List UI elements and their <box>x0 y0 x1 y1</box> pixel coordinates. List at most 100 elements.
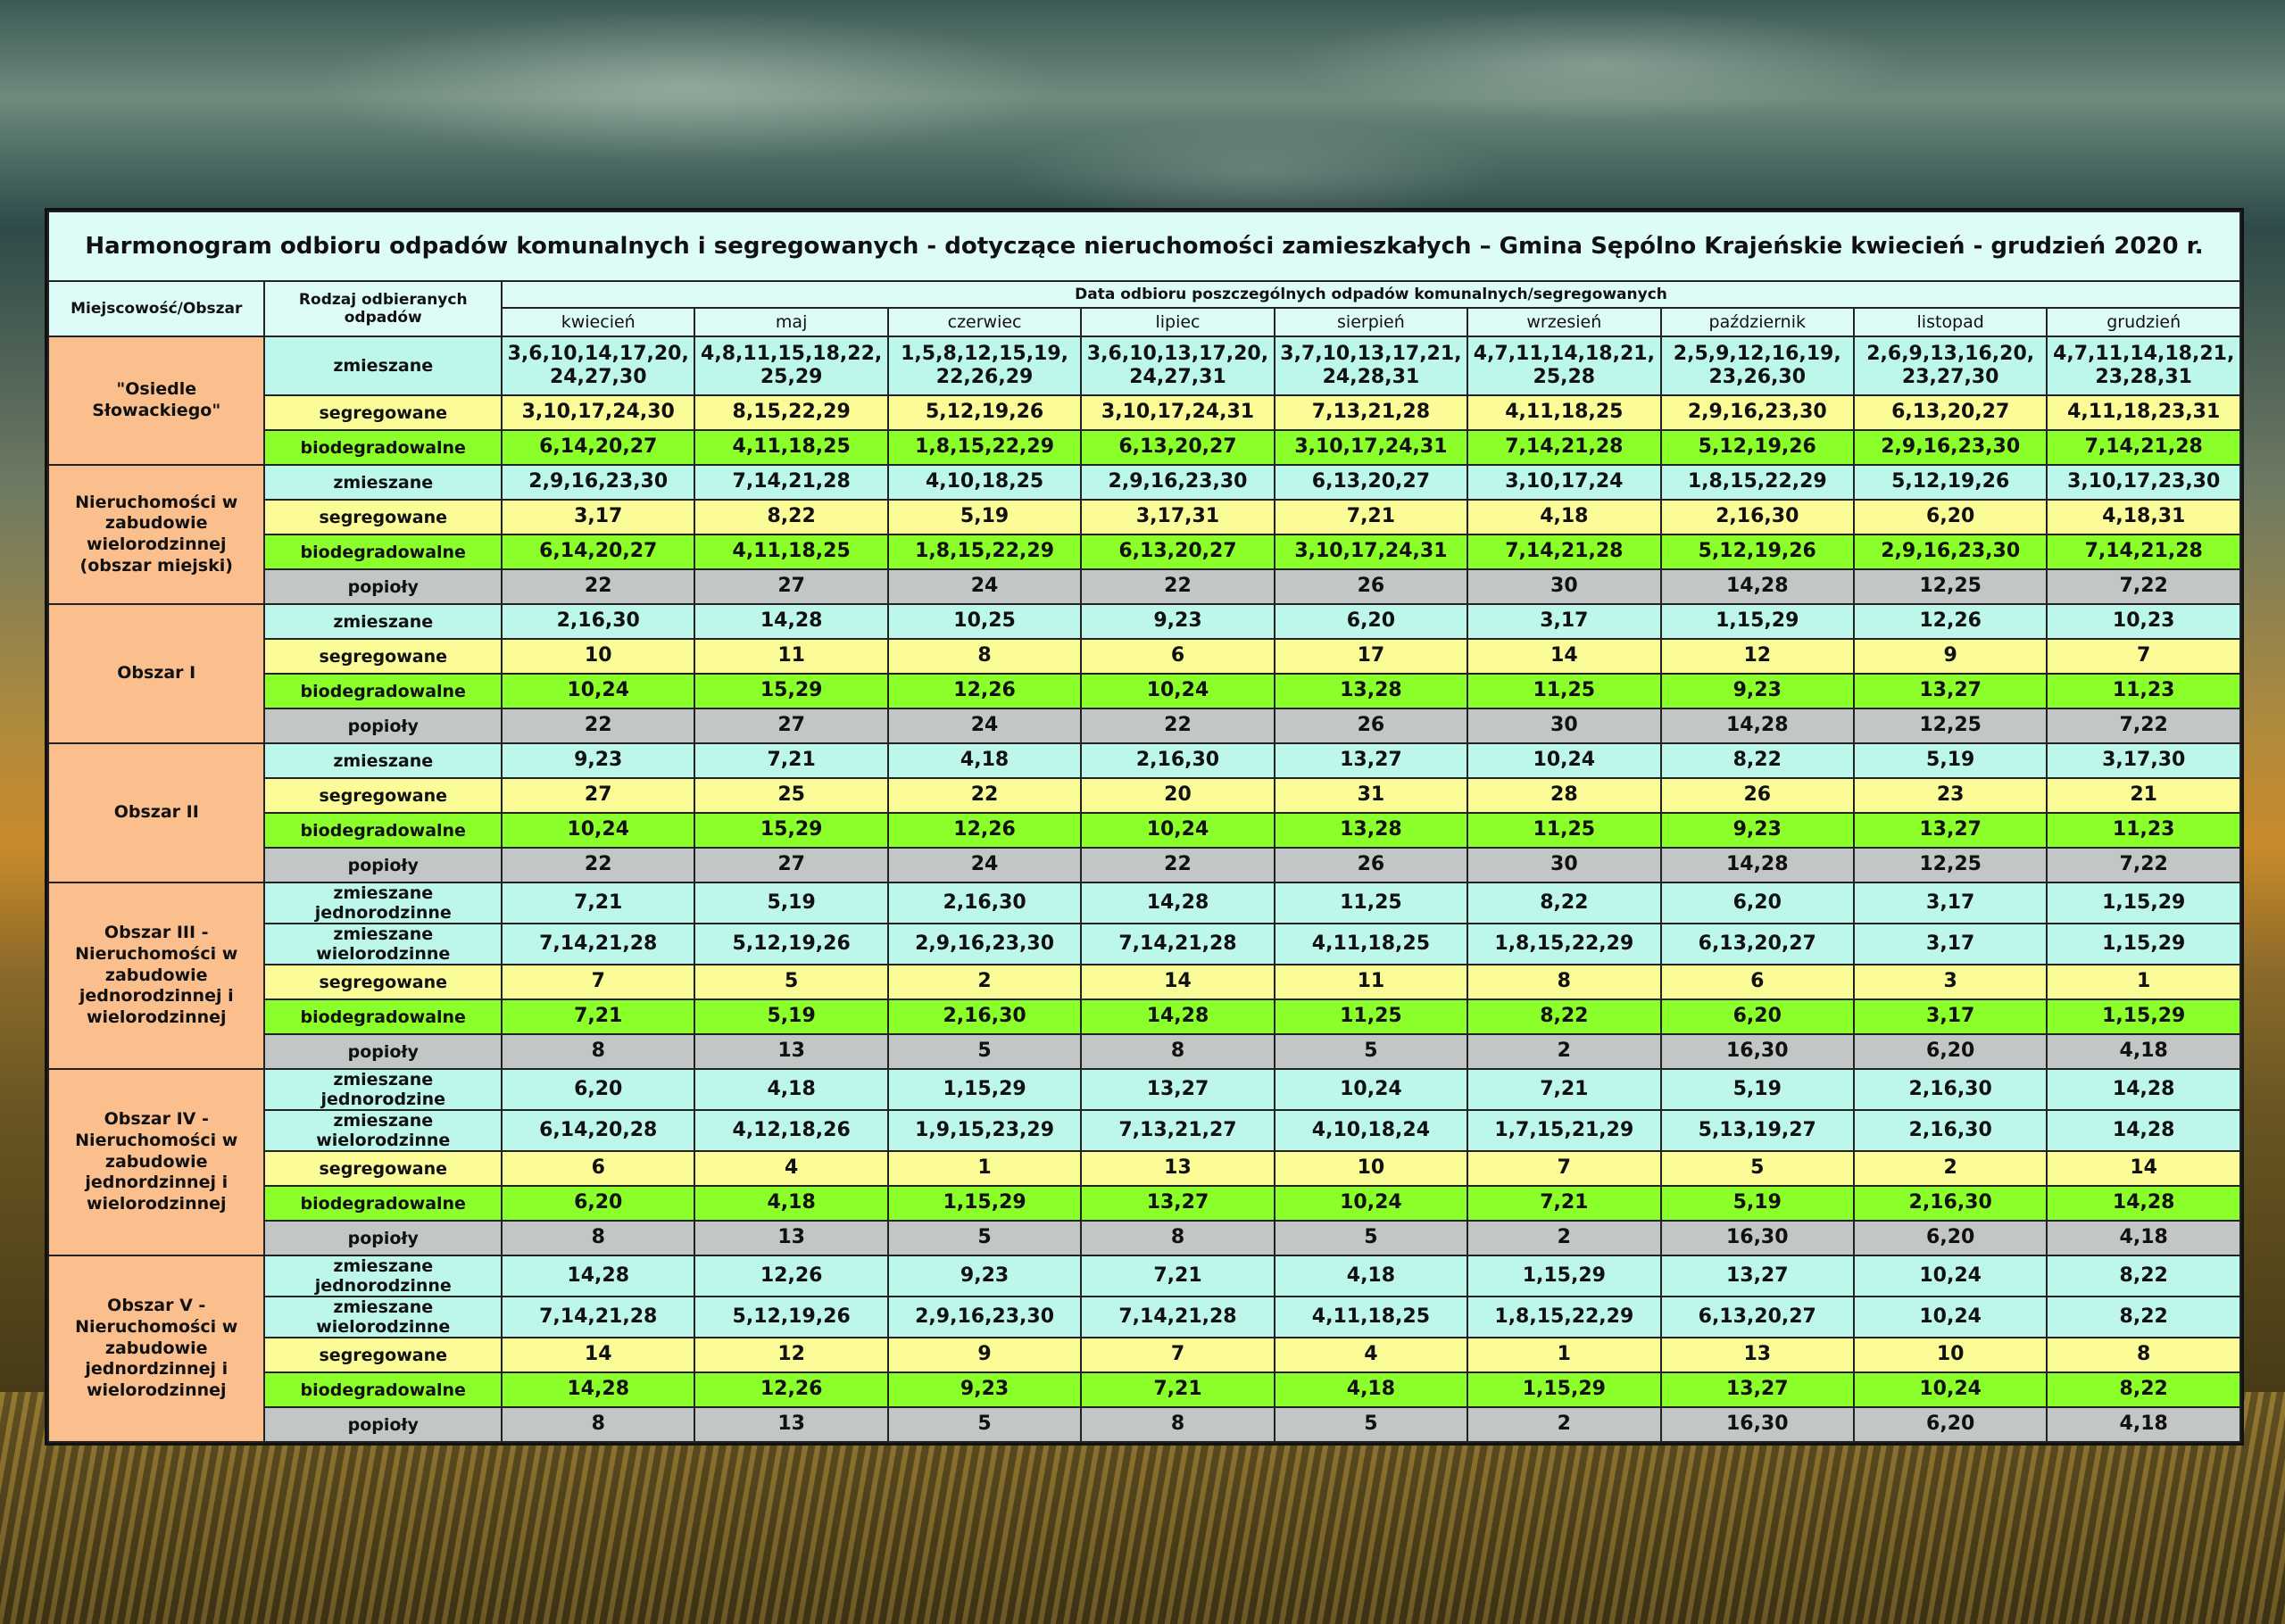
pickup-dates-cell: 13,27 <box>1852 673 2048 709</box>
pickup-dates-cell: 10,24 <box>1080 673 1275 709</box>
pickup-dates-cell: 3,10,17,24,31 <box>1080 394 1275 431</box>
pickup-dates-cell: 24 <box>886 847 1083 883</box>
pickup-dates-cell: 8 <box>501 1033 696 1070</box>
pickup-dates-cell: 5,12,19,26 <box>1659 534 1855 570</box>
pickup-dates-cell: 8 <box>886 638 1083 675</box>
pickup-dates-cell: 4,8,11,15,18,22, 25,29 <box>694 336 889 396</box>
pickup-dates-cell: 4,12,18,26 <box>694 1109 889 1152</box>
pickup-dates-cell: 14,28 <box>2046 1109 2241 1152</box>
month-header-row: kwiecień maj czerwiec lipiec sierpień wrzesie… <box>48 307 2241 337</box>
pickup-dates-cell: 4,10,18,24 <box>1273 1109 1469 1152</box>
pickup-dates-cell: 1,7,15,21,29 <box>1467 1109 1662 1152</box>
pickup-dates-cell: 8 <box>1080 1033 1275 1070</box>
pickup-dates-cell: 3 <box>1852 964 2048 1000</box>
pickup-dates-cell: 11,25 <box>1467 812 1662 849</box>
pickup-dates-cell: 1,8,15,22,29 <box>1467 1296 1662 1338</box>
month-header-4: sierpień <box>1273 307 1469 337</box>
waste-type-label: biodegradowalne <box>263 534 503 570</box>
month-header-1: maj <box>694 307 889 337</box>
pickup-dates-cell: 3,10,17,24,31 <box>1273 534 1469 570</box>
pickup-dates-cell: 30 <box>1467 568 1662 605</box>
pickup-dates-cell: 17 <box>1273 638 1469 675</box>
pickup-dates-cell: 9,23 <box>1659 812 1855 849</box>
pickup-dates-cell: 14 <box>1467 638 1662 675</box>
waste-type-label: popioły <box>263 1033 503 1070</box>
pickup-dates-cell: 7 <box>2046 638 2241 675</box>
pickup-dates-cell: 13 <box>1659 1337 1855 1373</box>
pickup-dates-cell: 7 <box>501 964 696 1000</box>
pickup-dates-cell: 6,13,20,27 <box>1659 1296 1855 1338</box>
pickup-dates-cell: 6,20 <box>1852 1033 2048 1070</box>
pickup-dates-cell: 2,6,9,13,16,20, 23,27,30 <box>1852 336 2048 396</box>
pickup-dates-cell: 27 <box>694 568 889 605</box>
pickup-dates-cell: 11,25 <box>1273 882 1469 924</box>
schedule-board: Harmonogram odbioru odpadów komunalnych … <box>45 208 2244 1446</box>
pickup-dates-cell: 4,7,11,14,18,21, 25,28 <box>1467 336 1662 396</box>
pickup-dates-cell: 9,23 <box>886 1255 1083 1297</box>
pickup-dates-cell: 14,28 <box>1080 998 1275 1035</box>
pickup-dates-cell: 2,9,16,23,30 <box>886 923 1083 965</box>
pickup-dates-cell: 7 <box>1080 1337 1275 1373</box>
pickup-dates-cell: 7,14,21,28 <box>1467 429 1662 466</box>
pickup-dates-cell: 25 <box>694 777 889 814</box>
pickup-dates-cell: 4 <box>1273 1337 1469 1373</box>
pickup-dates-cell: 14 <box>501 1337 696 1373</box>
page-title: Harmonogram odbioru odpadów komunalnych … <box>47 211 2241 282</box>
pickup-dates-cell: 1,9,15,23,29 <box>886 1109 1083 1152</box>
pickup-dates-cell: 9 <box>886 1337 1083 1373</box>
pickup-dates-cell: 4,18 <box>694 1185 889 1222</box>
waste-type-label: zmieszane jednorodzinne <box>263 882 503 924</box>
pickup-dates-cell: 13 <box>694 1406 889 1443</box>
pickup-dates-cell: 11,23 <box>2046 673 2241 709</box>
pickup-dates-cell: 1,5,8,12,15,19, 22,26,29 <box>886 336 1083 396</box>
pickup-dates-cell: 8 <box>501 1220 696 1256</box>
pickup-dates-cell: 2 <box>1852 1150 2048 1187</box>
pickup-dates-cell: 2,9,16,23,30 <box>1080 464 1275 501</box>
pickup-dates-cell: 2,5,9,12,16,19, 23,26,30 <box>1659 336 1855 396</box>
table-row: popioły 22 27 24 22 26 30 14,28 12,25 7,22 <box>48 568 2241 605</box>
table-row: Obszar IV - Nieruchomości w zabudowie je… <box>46 1068 2241 1256</box>
pickup-dates-cell: 6,20 <box>1659 998 1855 1035</box>
pickup-dates-cell: 13,27 <box>1659 1371 1855 1408</box>
pickup-dates-cell: 10,24 <box>1467 742 1662 779</box>
pickup-dates-cell: 3,6,10,14,17,20, 24,27,30 <box>501 336 696 396</box>
pickup-dates-cell: 7,21 <box>694 742 889 779</box>
pickup-dates-cell: 20 <box>1080 777 1275 814</box>
pickup-dates-cell: 10,24 <box>1852 1296 2048 1338</box>
pickup-dates-cell: 22 <box>501 708 696 744</box>
pickup-dates-cell: 3,17,30 <box>2046 742 2241 779</box>
pickup-dates-cell: 6,14,20,27 <box>501 429 696 466</box>
table-row: zmieszane wielorodzinne 6,14,20,28 4,12,18… <box>48 1109 2241 1152</box>
pickup-dates-cell: 6,13,20,27 <box>1080 534 1275 570</box>
pickup-dates-cell: 7,14,21,28 <box>501 923 696 965</box>
waste-type-label: zmieszane <box>263 336 503 396</box>
month-header-6: październik <box>1659 307 1855 337</box>
pickup-dates-cell: 7,22 <box>2046 568 2241 605</box>
pickup-dates-cell: 27 <box>694 847 889 883</box>
month-header-0: kwiecień <box>501 307 696 337</box>
pickup-dates-cell: 3,17 <box>1852 882 2048 924</box>
pickup-dates-cell: 2,9,16,23,30 <box>886 1296 1083 1338</box>
pickup-dates-cell: 14,28 <box>1659 847 1855 883</box>
table-row: segregowane 3,17 8,22 5,19 3,17,31 7,21 4,18 2,… <box>48 499 2241 535</box>
pickup-dates-cell: 13,28 <box>1273 812 1469 849</box>
pickup-dates-cell: 4,18 <box>1467 499 1662 535</box>
pickup-dates-cell: 23 <box>1852 777 2048 814</box>
pickup-dates-cell: 8,22 <box>1467 998 1662 1035</box>
pickup-dates-cell: 2,16,30 <box>886 998 1083 1035</box>
area-label: Obszar I <box>46 603 266 744</box>
pickup-dates-cell: 6,14,20,28 <box>501 1109 696 1152</box>
pickup-dates-cell: 13,27 <box>1852 812 2048 849</box>
pickup-dates-cell: 6,13,20,27 <box>1659 923 1855 965</box>
pickup-dates-cell: 5,12,19,26 <box>694 1296 889 1338</box>
table-row: segregowane 27 25 22 20 31 28 26 23 21 <box>48 777 2241 814</box>
pickup-dates-cell: 13 <box>1080 1150 1275 1187</box>
pickup-dates-cell: 10 <box>1273 1150 1469 1187</box>
waste-type-label: zmieszane <box>263 603 503 640</box>
pickup-dates-cell: 6 <box>1659 964 1855 1000</box>
pickup-dates-cell: 22 <box>1080 568 1275 605</box>
pickup-dates-cell: 4,18 <box>2046 1406 2241 1443</box>
pickup-dates-cell: 3,10,17,24,30 <box>501 394 696 431</box>
pickup-dates-cell: 30 <box>1467 847 1662 883</box>
pickup-dates-cell: 7,14,21,28 <box>1080 923 1275 965</box>
